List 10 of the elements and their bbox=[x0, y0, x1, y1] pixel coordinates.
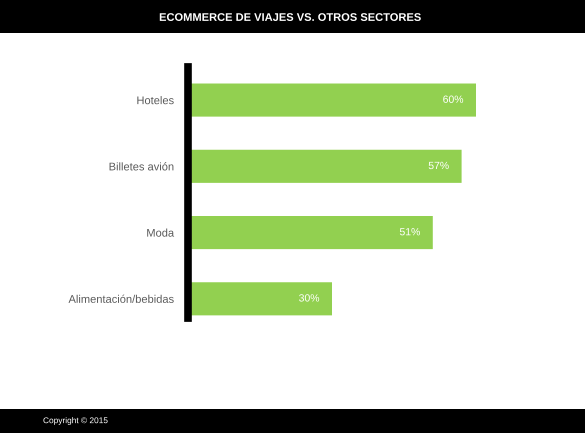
y-tick-label: Moda bbox=[147, 228, 174, 237]
y-tick-label: Hoteles bbox=[137, 96, 174, 104]
y-tick-label: Alimentación/bebidas bbox=[68, 294, 174, 303]
data-label: 30% bbox=[299, 294, 320, 302]
data-label: 60% bbox=[443, 96, 464, 103]
text: Copyright © 2015 bbox=[43, 417, 108, 425]
y-tick-label: Billetes avión bbox=[110, 162, 174, 170]
data-label: 57% bbox=[428, 162, 449, 170]
chart-title: ECOMMERCE DE VIAJES VS. OTROS SECTORES bbox=[160, 13, 421, 21]
data-label: 51% bbox=[400, 228, 420, 236]
